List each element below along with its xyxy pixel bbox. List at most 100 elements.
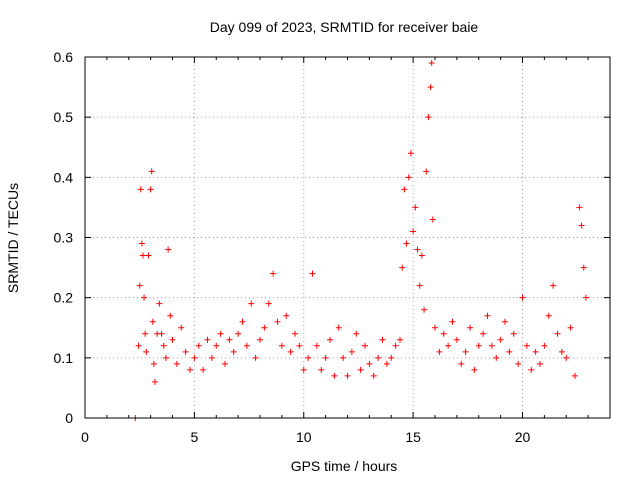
data-point (399, 264, 406, 271)
data-point (173, 360, 180, 367)
data-point (537, 360, 543, 367)
y-tick-label: 0.3 (54, 230, 74, 246)
data-point (143, 348, 150, 355)
data-point (388, 354, 395, 361)
plot-frame (84, 56, 611, 419)
data-point (257, 336, 263, 343)
x-tick-label: 10 (296, 429, 312, 445)
data-point (331, 372, 338, 379)
data-point (416, 282, 423, 289)
data-point (158, 330, 165, 337)
data-point (414, 246, 421, 253)
data-point (296, 342, 303, 349)
data-point (445, 342, 452, 349)
data-point (515, 360, 522, 367)
data-point (261, 324, 268, 331)
x-tick-label: 20 (515, 429, 531, 445)
data-point (392, 342, 399, 349)
data-point (475, 342, 482, 349)
data-point (401, 186, 408, 193)
data-point (357, 366, 364, 373)
data-point (208, 354, 215, 361)
data-point (149, 318, 156, 325)
y-tick-label: 0.4 (54, 169, 74, 185)
data-point (362, 342, 368, 349)
data-point (425, 114, 432, 121)
data-point (467, 324, 473, 331)
data-point (313, 342, 320, 349)
data-point (427, 84, 434, 91)
data-point (449, 318, 456, 325)
x-tick-label: 5 (190, 429, 198, 445)
axis-ticks (84, 56, 611, 419)
data-point (217, 330, 224, 337)
data-point (135, 342, 142, 349)
data-point (567, 324, 574, 331)
data-point (403, 240, 410, 247)
data-point (532, 348, 539, 355)
data-point (187, 366, 193, 373)
data-point (453, 336, 460, 343)
y-tick-labels: 0 0.1 0.2 0.3 0.4 0.5 0.6 (54, 49, 74, 426)
data-point (580, 264, 587, 271)
data-point (480, 330, 487, 337)
data-point (510, 330, 517, 337)
data-point (497, 336, 504, 343)
data-point (139, 252, 146, 259)
data-point (162, 354, 169, 361)
data-point (335, 324, 342, 331)
data-point (182, 348, 189, 355)
data-point (484, 312, 491, 319)
data-points (132, 60, 589, 421)
data-point (436, 348, 443, 355)
data-point (429, 216, 436, 223)
data-point (440, 330, 447, 337)
data-point (283, 312, 290, 319)
y-axis-label: SRMTID / TECUs (5, 183, 21, 293)
data-point (554, 330, 561, 337)
data-point (558, 348, 565, 355)
data-point (141, 294, 148, 301)
data-point (353, 330, 360, 337)
x-tick-label: 15 (405, 429, 421, 445)
data-point (226, 336, 233, 343)
data-point (252, 354, 259, 361)
data-point (318, 366, 325, 373)
data-point (160, 342, 167, 349)
data-point (383, 360, 390, 367)
data-point (458, 360, 465, 367)
data-point (248, 300, 255, 307)
data-point (545, 312, 552, 319)
data-point (550, 282, 557, 289)
data-point (274, 318, 281, 325)
data-point (137, 186, 144, 193)
data-point (375, 354, 382, 361)
data-point (340, 354, 347, 361)
data-point (169, 336, 176, 343)
data-point (270, 270, 277, 277)
data-point (397, 336, 403, 343)
data-point (230, 348, 237, 355)
y-tick-label: 0.2 (54, 290, 74, 306)
data-point (200, 366, 207, 373)
data-point (366, 360, 373, 367)
chart-title: Day 099 of 2023, SRMTID for receiver bai… (210, 19, 479, 35)
data-point (506, 348, 513, 355)
data-point (528, 366, 535, 373)
data-point (344, 372, 351, 379)
data-point (145, 252, 152, 259)
data-point (462, 348, 469, 355)
data-point (292, 330, 298, 337)
y-tick-label: 0 (65, 410, 73, 426)
y-tick-label: 0.1 (54, 350, 74, 366)
data-point (178, 324, 185, 331)
data-point (239, 318, 246, 325)
data-point (147, 186, 154, 193)
data-point (167, 312, 174, 319)
data-point (493, 354, 500, 361)
data-point (582, 294, 589, 301)
data-point (222, 360, 228, 367)
data-point (348, 348, 355, 355)
data-point (576, 204, 583, 211)
